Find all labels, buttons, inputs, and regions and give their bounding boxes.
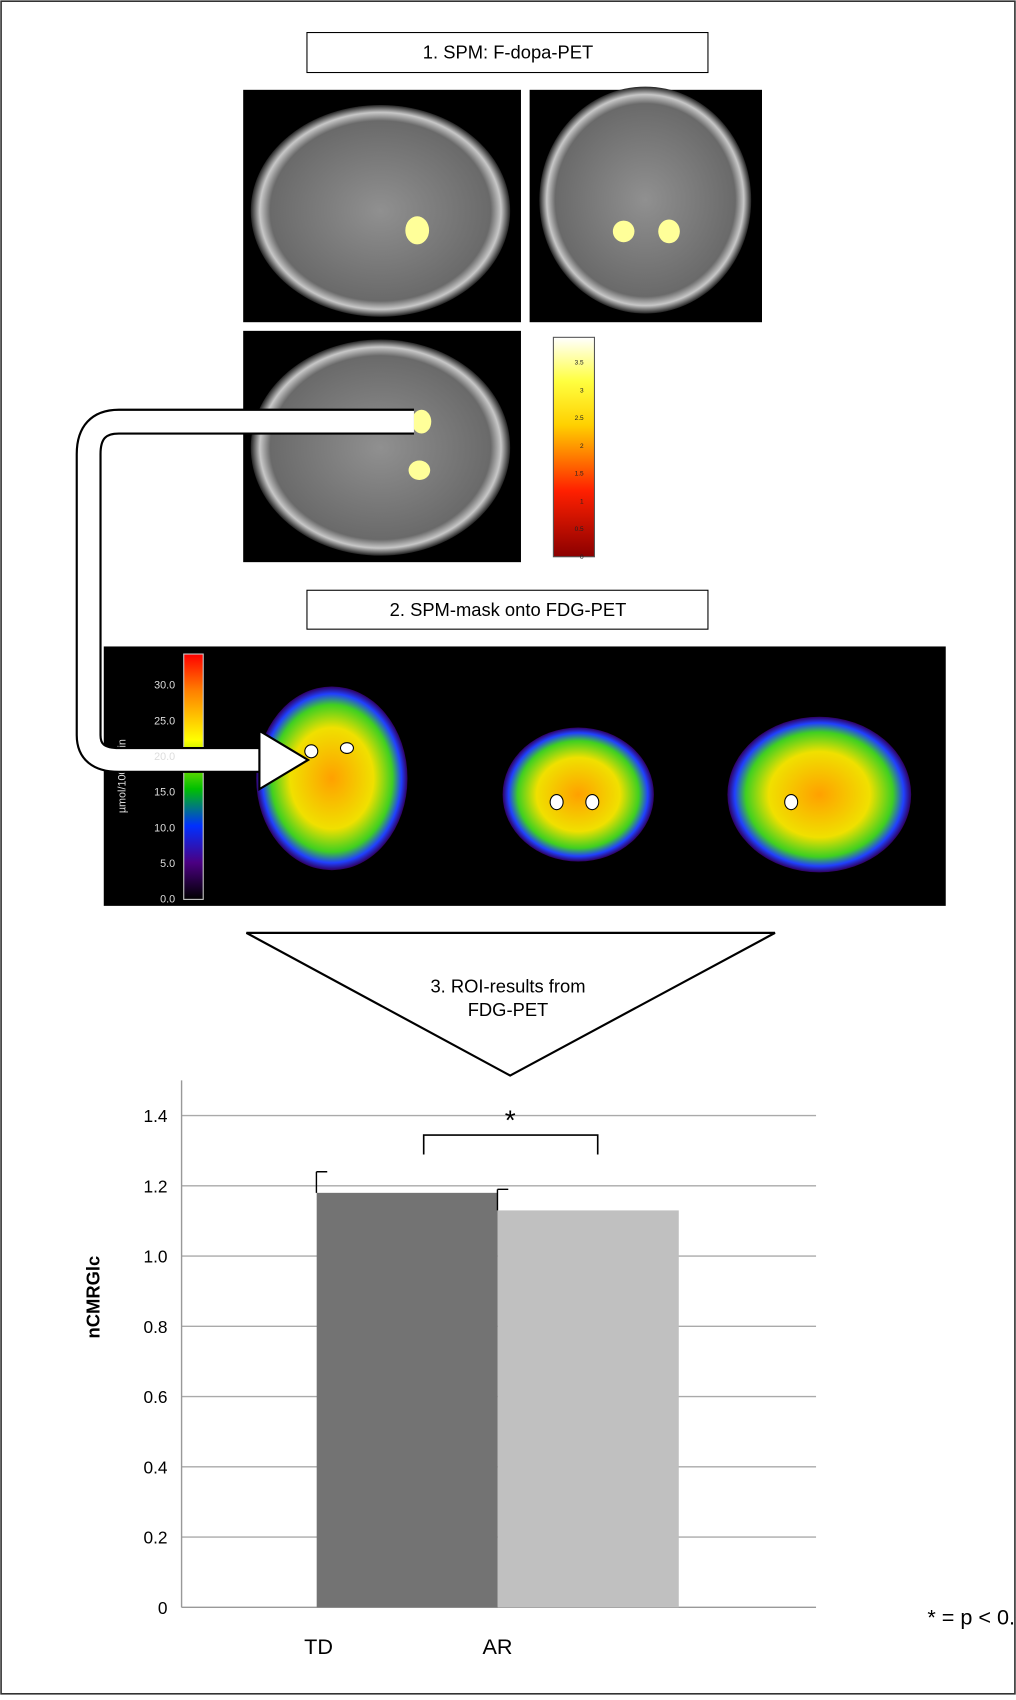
x-tick-label: AR xyxy=(482,1634,512,1659)
colorbar-tick-label: 20.0 xyxy=(154,751,175,763)
colorbar-tick-label: 3 xyxy=(580,387,584,394)
y-tick-label: 1.2 xyxy=(144,1176,168,1196)
colorbar-tick-label: 15.0 xyxy=(154,787,175,799)
y-axis-title: nCMRGlc xyxy=(82,1256,103,1339)
significance-mark: * xyxy=(505,1105,516,1136)
step-title: FDG-PET xyxy=(468,999,549,1020)
colorbar-tick-label: 2.5 xyxy=(575,415,584,422)
roi xyxy=(409,461,431,480)
pet-sagittal xyxy=(727,717,911,873)
roi xyxy=(613,221,635,243)
brain xyxy=(251,340,510,556)
y-tick-label: 1.4 xyxy=(144,1106,168,1126)
brain xyxy=(539,87,751,314)
colorbar-tick-label: 5.0 xyxy=(160,858,175,870)
y-tick-label: 0.2 xyxy=(144,1528,168,1548)
colorbar-tick-label: 0 xyxy=(580,554,584,561)
bar xyxy=(317,1193,498,1608)
colorbar-tick-label: 2 xyxy=(580,443,584,450)
y-tick-label: 0.6 xyxy=(144,1387,168,1407)
colorbar-tick-label: 0.5 xyxy=(575,526,584,533)
colorbar-tick-label: 3.5 xyxy=(575,359,584,366)
bar xyxy=(498,1210,679,1607)
roi xyxy=(405,216,429,244)
step-title: 1. SPM: F-dopa-PET xyxy=(423,41,593,62)
x-tick-label: TD xyxy=(304,1634,333,1659)
y-tick-label: 0 xyxy=(158,1598,168,1618)
colorbar-tick-label: 10.0 xyxy=(154,822,175,834)
y-tick-label: 0.8 xyxy=(144,1317,168,1337)
figure: 1. SPM: F-dopa-PET 2. SPM-mask onto FDG-… xyxy=(0,0,1016,1695)
roi xyxy=(658,220,680,244)
colorbar-tick-label: 25.0 xyxy=(154,715,175,727)
colorbar-tick-label: 30.0 xyxy=(154,680,175,692)
colorbar xyxy=(553,337,594,556)
note: * = p < 0.05 xyxy=(927,1605,1016,1630)
brain xyxy=(251,105,510,317)
y-tick-label: 0.4 xyxy=(144,1457,168,1477)
colorbar-tick-label: 1.5 xyxy=(575,471,584,478)
colorbar-tick-label: 1 xyxy=(580,498,584,505)
colorbar-tick-label: 0.0 xyxy=(160,894,175,906)
roi xyxy=(412,410,431,434)
pet-coronal xyxy=(503,728,654,862)
colorbar xyxy=(184,654,203,899)
step-title: 2. SPM-mask onto FDG-PET xyxy=(390,599,627,620)
y-tick-label: 1.0 xyxy=(144,1247,168,1267)
step-title: 3. ROI-results from xyxy=(430,975,585,996)
